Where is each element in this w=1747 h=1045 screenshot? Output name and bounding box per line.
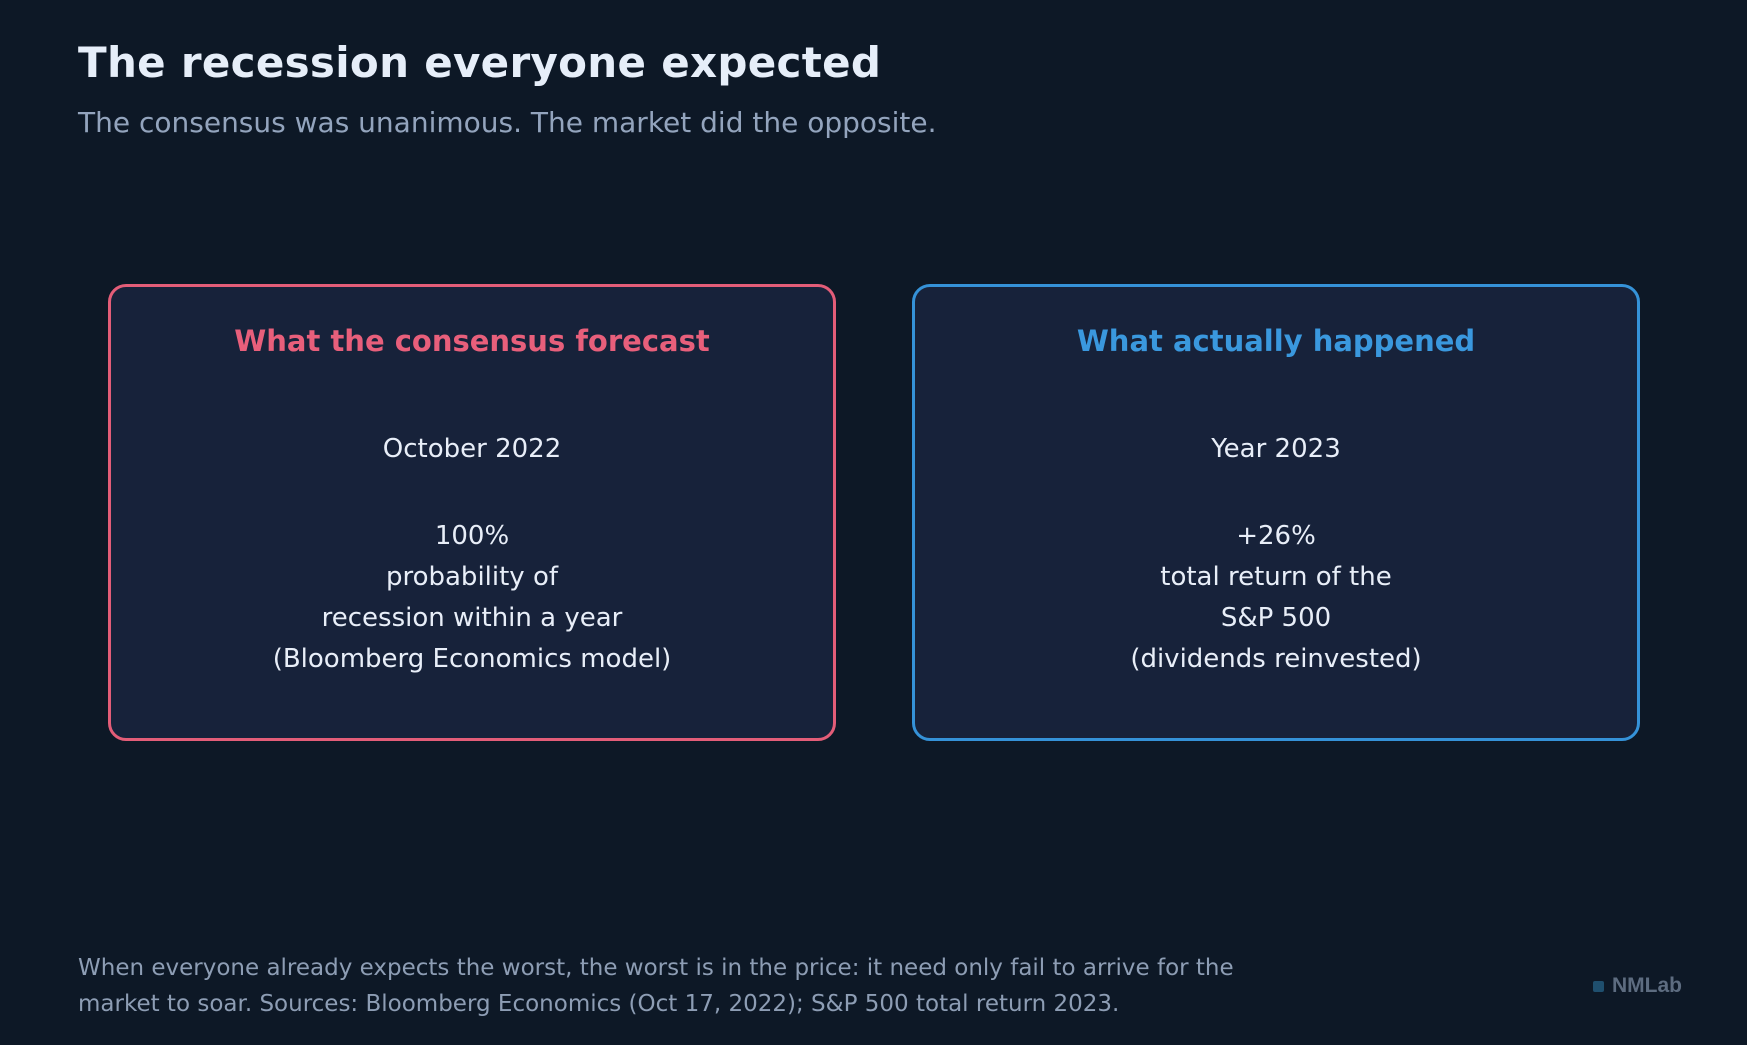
stat-value: 100% — [434, 521, 510, 551]
stat-value: +26% — [1236, 521, 1316, 551]
stat-line: (Bloomberg Economics model) — [272, 644, 672, 674]
stat-line: S&P 500 — [1220, 603, 1332, 633]
card-heading: What the consensus forecast — [234, 324, 710, 358]
stat-line: (dividends reinvested) — [1130, 644, 1422, 674]
page-subtitle: The consensus was unanimous. The market … — [78, 106, 937, 139]
card-heading: What actually happened — [1076, 324, 1476, 358]
square-logo-icon — [1593, 980, 1604, 992]
stat-line: probability of — [385, 562, 559, 592]
footer-note: When everyone already expects the worst,… — [78, 950, 1398, 1022]
card-stat: 100% probability of recession within a y… — [111, 516, 833, 680]
brand-name: NMLab — [1612, 974, 1682, 997]
stat-line: total return of the — [1160, 562, 1392, 592]
footer-line: When everyone already expects the worst,… — [78, 955, 1234, 981]
stat-line: recession within a year — [321, 603, 623, 633]
card-period: October 2022 — [382, 434, 562, 464]
consensus-forecast-card: What the consensus forecast October 2022… — [108, 284, 836, 741]
page-title: The recession everyone expected — [78, 38, 882, 87]
card-period: Year 2023 — [1211, 434, 1341, 464]
actual-outcome-card: What actually happened Year 2023 +26% to… — [912, 284, 1640, 741]
footer-line: market to soar. Sources: Bloomberg Econo… — [78, 991, 1120, 1017]
card-stat: +26% total return of the S&P 500 (divide… — [915, 516, 1637, 680]
brand-logo: NMLab — [1593, 974, 1682, 998]
